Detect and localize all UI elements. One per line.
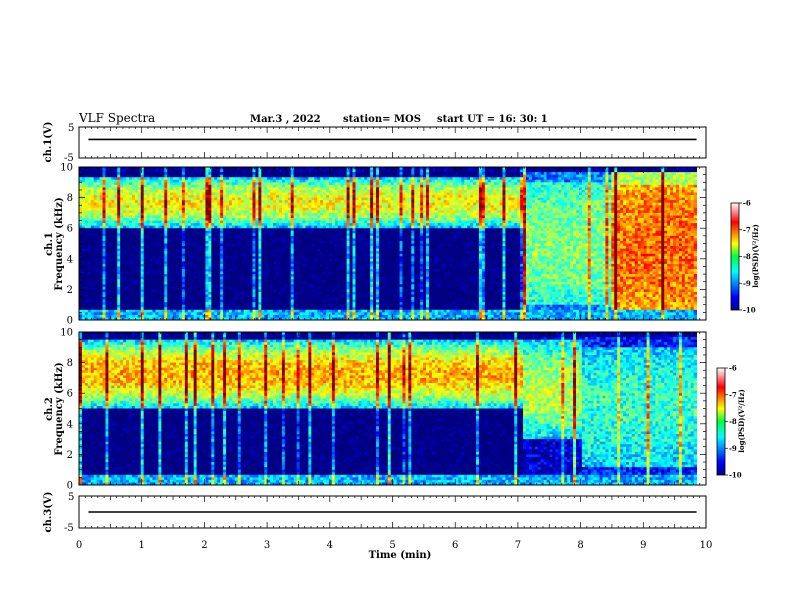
start-time-label: start UT = 16: 30: 1 xyxy=(437,114,548,125)
time-tick-label: 10 xyxy=(700,540,713,551)
ch2-colorbar-label: log(PSD)(V²/Hz) xyxy=(737,389,746,453)
colorbar-tick-label: -10 xyxy=(743,306,756,315)
frequency-tick-label: 4 xyxy=(67,419,73,430)
time-tick-label: 4 xyxy=(327,540,333,551)
colorbar-tick-label: -7 xyxy=(729,390,737,399)
ch1-voltage-axis-label: ch.1(V) xyxy=(43,121,54,162)
ch2-colorbar: -6 -7 -8 -9 -10 log(PSD)(V²/Hz) xyxy=(717,364,746,480)
frequency-tick-label: 2 xyxy=(67,285,73,296)
ch1-spectrogram-image xyxy=(79,167,706,320)
colorbar-tick-label: -7 xyxy=(743,225,751,234)
time-tick-label: 0 xyxy=(76,540,82,551)
ch3-waveform-panel: 5 -5 ch.3(V) xyxy=(43,491,706,534)
ch1-waveform-panel: 5 -5 ch.1(V) xyxy=(43,121,706,164)
time-tick-label: 2 xyxy=(201,540,207,551)
frequency-tick-label: 4 xyxy=(67,254,73,265)
time-tick-label: 1 xyxy=(139,540,145,551)
ch1-waveform-ticks xyxy=(79,127,706,158)
colorbar-tick-label: -6 xyxy=(729,364,737,373)
colorbar-tick-label: -10 xyxy=(729,471,742,480)
ch1-colorbar-gradient xyxy=(731,203,739,310)
frequency-tick-label: 10 xyxy=(60,163,73,174)
colorbar-tick-label: -8 xyxy=(743,252,751,261)
time-tick-label: 7 xyxy=(515,540,521,551)
frequency-tick-label: 6 xyxy=(67,389,73,400)
date-label: Mar.3 , 2022 xyxy=(250,114,321,125)
station-label: station= MOS xyxy=(343,114,421,125)
ch1-ytick-top: 5 xyxy=(68,123,74,134)
frequency-tick-label: 10 xyxy=(60,328,73,339)
figure-title: VLF Spectra xyxy=(78,111,155,125)
frequency-tick-label: 6 xyxy=(67,224,73,235)
ch1-frequency-axis-label-bottom: Frequency (kHz) xyxy=(54,197,65,290)
frequency-tick-label: 8 xyxy=(67,193,73,204)
frequency-tick-label: 2 xyxy=(67,450,73,461)
time-tick-label: 3 xyxy=(264,540,270,551)
frequency-tick-label: 8 xyxy=(67,358,73,369)
colorbar-tick-label: -9 xyxy=(743,279,751,288)
ch3-voltage-axis-label: ch.3(V) xyxy=(43,491,54,532)
time-axis-label: Time (min) xyxy=(369,550,432,561)
ch3-ytick-top: 5 xyxy=(68,492,74,503)
colorbar-tick-label: -8 xyxy=(729,417,737,426)
time-tick-label: 8 xyxy=(577,540,583,551)
ch2-frequency-axis-label-bottom: Frequency (kHz) xyxy=(54,362,65,455)
ch1-colorbar: -6 -7 -8 -9 -10 log(PSD)(V²/Hz) xyxy=(731,199,760,315)
frequency-tick-label: 0 xyxy=(67,316,73,327)
ch3-ytick-bottom: -5 xyxy=(64,523,74,534)
colorbar-tick-label: -6 xyxy=(743,199,751,208)
colorbar-tick-label: -9 xyxy=(729,444,737,453)
ch2-colorbar-gradient xyxy=(717,368,725,475)
time-tick-label: 9 xyxy=(640,540,646,551)
time-tick-label: 6 xyxy=(452,540,458,551)
ch2-spectrogram-image xyxy=(79,332,706,485)
frequency-tick-label: 0 xyxy=(67,481,73,492)
ch1-colorbar-label: log(PSD)(V²/Hz) xyxy=(751,224,760,288)
